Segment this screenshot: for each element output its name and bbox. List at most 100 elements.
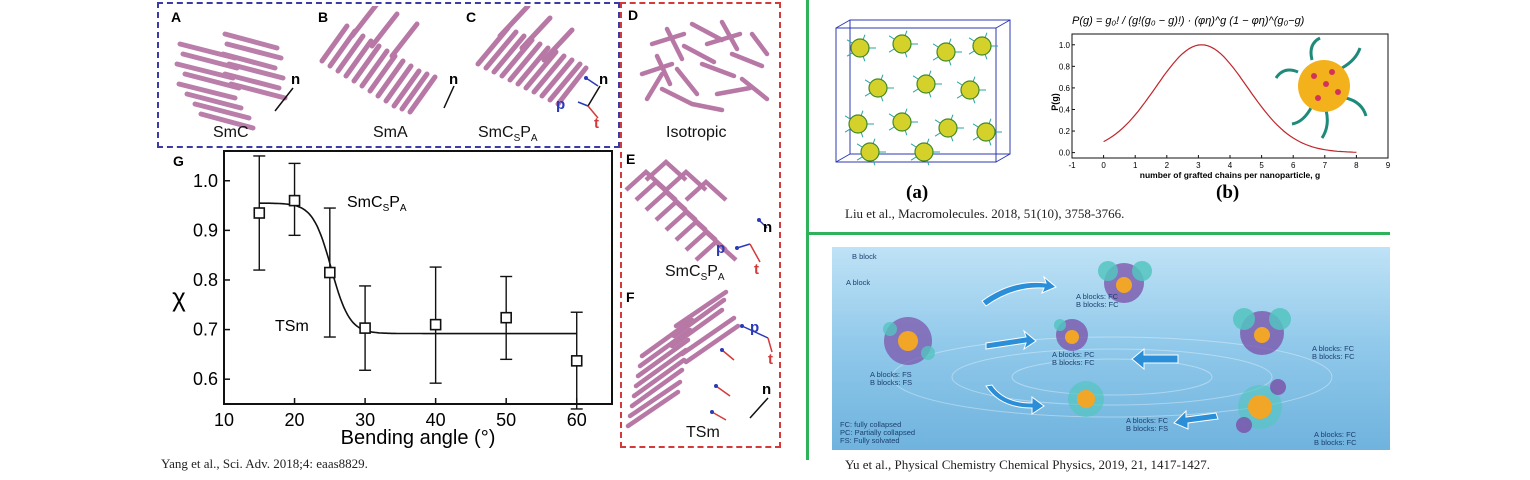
panel-letter-f: F: [626, 289, 635, 305]
grafting-distribution-chart: P(g) = g₀! / (g!(g₀ − g)!) · (φη)^g (1 −…: [1050, 15, 1390, 180]
phase-label-smcspa-e: SmCSPA: [665, 263, 725, 283]
vector-n-label-f: n: [762, 381, 771, 398]
nanoparticle-12: [856, 138, 886, 166]
nanoparticle-3: [968, 32, 998, 60]
annotation-smcspa-sub1: S: [383, 203, 390, 214]
data-point-5: [500, 311, 512, 324]
smcspa-sub-a: A: [530, 133, 538, 145]
vector-t-label-c: t: [594, 115, 599, 132]
micelle-right: [1233, 308, 1291, 355]
y-axis-label: χ: [172, 282, 186, 312]
inset-y-tick-label: 0.2: [1059, 127, 1071, 136]
x-tick-label: 30: [355, 410, 375, 430]
inset-y-tick-label: 0.4: [1059, 105, 1071, 114]
vector-t-label-f: t: [768, 351, 773, 368]
y-tick-label: 0.9: [193, 220, 218, 240]
smcspa-base: SmC: [478, 124, 514, 141]
label-pc-fc-line1: A blocks: PC: [1052, 350, 1095, 359]
y-tick-label: 0.8: [193, 270, 218, 290]
x-tick-label: 20: [285, 410, 305, 430]
label-b: (b): [1216, 182, 1240, 203]
label-fs-fs-line1: A blocks: FS: [870, 370, 912, 379]
data-point-1: [288, 194, 301, 207]
label-fc-fc-right-line2: B blocks: FC: [1312, 352, 1355, 361]
micelle-bottom-middle: [1068, 381, 1104, 417]
x-tick-label: 50: [496, 410, 516, 430]
vector-p-label-e: p: [716, 240, 725, 257]
legend-fs: FS: Fully solvated: [840, 436, 900, 445]
annotation-smcspa: SmCSPA: [347, 194, 407, 214]
inset-x-tick-label: 4: [1228, 161, 1233, 170]
nanoparticle-8: [888, 108, 918, 136]
simulation-box-illustration: [835, 19, 1011, 166]
caption-left: Yang et al., Sci. Adv. 2018;4: eaas8829.: [161, 456, 368, 471]
micelle-left: [883, 317, 935, 365]
inset-x-tick-label: 7: [1323, 161, 1328, 170]
label-fc-fs-line1: A blocks: FC: [1126, 416, 1169, 425]
vector-n-label-b: n: [449, 71, 458, 88]
inset-x-tick-label: 1: [1133, 161, 1138, 170]
inset-x-tick-label: 6: [1291, 161, 1296, 170]
data-point-4: [429, 318, 442, 331]
inset-x-tick-label: 8: [1354, 161, 1359, 170]
x-tick-label: 10: [214, 410, 234, 430]
phase-label-smc: SmC: [213, 124, 249, 141]
nanoparticle-11: [910, 138, 940, 166]
label-fc-fs-line2: B blocks: FS: [1126, 424, 1168, 433]
fit-curve: [259, 202, 577, 335]
transition-arrows: [981, 275, 1219, 430]
y-tick-label: 1.0: [193, 171, 218, 191]
panel-a-smc-illustration: A n: [171, 9, 300, 131]
nanoparticle-0: [846, 34, 876, 62]
inset-x-tick-label: 9: [1386, 161, 1390, 170]
smcspa-p: P: [520, 124, 531, 141]
smcspa-e-sub-a: A: [717, 272, 725, 284]
vector-p-label-c: p: [556, 96, 565, 113]
phase-label-tsm-f: TSm: [686, 424, 720, 441]
smcspa-e-sub-s: S: [700, 272, 708, 284]
inset-y-tick-label: 1.0: [1059, 41, 1071, 50]
annotation-smcspa-mid: P: [389, 194, 400, 211]
smcspa-e-p: P: [707, 263, 718, 280]
green-divider-vertical: [806, 0, 809, 460]
smcspa-e-base: SmC: [665, 263, 701, 280]
micelle-top: [1098, 261, 1152, 303]
micelle-bottom-right: [1236, 379, 1286, 433]
data-point-6: [570, 355, 583, 367]
blue-dashed-frame: [157, 2, 620, 148]
panel-letter-c: C: [466, 9, 476, 25]
vector-n-label-a: n: [291, 71, 300, 88]
label-pc-fc-line2: B blocks: FC: [1052, 358, 1095, 367]
annotation-tsm: TSm: [275, 318, 309, 335]
y-tick-label: 0.6: [193, 369, 218, 389]
inset-y-tick-label: 0.6: [1059, 84, 1071, 93]
inset-x-tick-label: 0: [1101, 161, 1106, 170]
micelle-middle: [1054, 319, 1088, 351]
y-tick-label: 0.7: [193, 320, 218, 340]
legend-pc: PC: Partially collapsed: [840, 428, 915, 437]
label-fc-fc-line2: B blocks: FC: [1076, 300, 1119, 309]
data-point-3: [359, 322, 371, 334]
annotation-smcspa-sub2: A: [400, 203, 407, 214]
panel-letter-e: E: [626, 151, 635, 167]
label-fs-fs-line2: B blocks: FS: [870, 378, 912, 387]
label-fc-fc-line1: A blocks: FC: [1076, 292, 1119, 301]
inset-xlabel: number of grafted chains per nanoparticl…: [1140, 170, 1320, 180]
panel-f-tsm-illustration: F p t n: [625, 289, 773, 429]
red-dashed-frame: [620, 2, 781, 448]
label-fc-fc-right-line1: A blocks: FC: [1312, 344, 1355, 353]
vector-p-label-f: p: [750, 319, 759, 336]
panel-letter-g: G: [173, 153, 184, 169]
x-axis-label: Bending angle (°): [341, 427, 496, 449]
annotation-smcspa-base: SmC: [347, 194, 383, 211]
inset-x-tick-label: 3: [1196, 161, 1201, 170]
x-tick-label: 60: [567, 410, 587, 430]
panel-d-isotropic-illustration: D: [628, 7, 770, 113]
data-point-2: [324, 266, 336, 279]
chi-vs-bending-angle-chart: G 10 20 30 40 50 60 0.6 0.7 0.8 0.9 1.0 χ Bending …: [172, 150, 613, 449]
inset-x-tick-label: 5: [1259, 161, 1264, 170]
nanoparticle-10: [972, 118, 1002, 146]
nanoparticle-5: [912, 70, 942, 98]
nanoparticle-7: [844, 110, 874, 138]
nanoparticle-1: [888, 30, 918, 58]
